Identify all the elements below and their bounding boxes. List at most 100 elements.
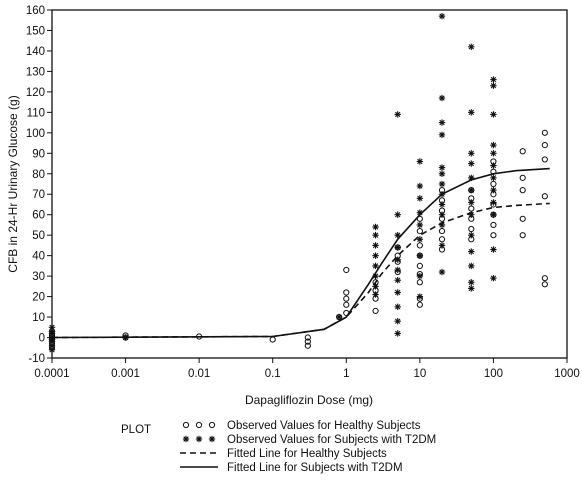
asterisk-stroke — [468, 212, 474, 218]
y-tick-label: 140 — [26, 46, 45, 58]
data-point-t2dm — [468, 150, 475, 157]
asterisk-stroke — [468, 199, 474, 206]
asterisk-stroke — [490, 150, 497, 156]
data-point-healthy — [490, 221, 497, 229]
asterisk-stroke — [395, 304, 401, 310]
y-tick-label: 60 — [32, 210, 45, 222]
data-point-healthy — [519, 148, 526, 155]
legend-entry-1: Observed Values for Subjects with T2DM — [182, 434, 436, 446]
asterisk-stroke — [439, 201, 445, 208]
asterisk-stroke — [490, 162, 497, 169]
data-point-healthy — [519, 174, 526, 181]
data-point-healthy — [304, 338, 311, 345]
asterisk-stroke — [417, 273, 423, 279]
data-point-healthy — [416, 262, 423, 269]
data-point-t2dm — [438, 201, 446, 208]
y-tick-label: 80 — [32, 169, 45, 181]
y-tick-label: 30 — [32, 271, 45, 283]
legend: PLOT Observed Values for Healthy Subject… — [121, 420, 436, 474]
y-tick-label: 10 — [32, 312, 45, 324]
y-tick-label: 50 — [32, 230, 45, 242]
asterisk-stroke — [468, 150, 474, 156]
data-point-t2dm — [372, 262, 379, 270]
data-point-healthy — [490, 180, 497, 188]
data-point-t2dm — [394, 244, 401, 251]
data-point-t2dm — [372, 242, 379, 249]
asterisk-stroke — [439, 269, 445, 275]
asterisk-stroke — [439, 212, 445, 218]
asterisk-stroke — [490, 111, 497, 118]
data-point-t2dm — [490, 211, 497, 218]
asterisk-stroke — [372, 273, 379, 279]
data-point-healthy — [490, 232, 497, 239]
asterisk-stroke — [372, 263, 379, 269]
asterisk-stroke — [468, 109, 474, 116]
asterisk-stroke — [196, 436, 202, 442]
data-point-t2dm — [394, 303, 401, 311]
asterisk-stroke — [468, 232, 474, 238]
data-point-healthy — [304, 334, 311, 341]
asterisk-stroke — [468, 263, 474, 269]
asterisk-stroke — [439, 222, 445, 228]
y-tick-label: 0 — [39, 333, 45, 345]
asterisk-stroke — [490, 212, 497, 218]
data-point-t2dm — [394, 317, 401, 325]
asterisk-stroke — [417, 222, 423, 228]
asterisk-stroke — [49, 324, 55, 330]
legend-label: Fitted Line for Subjects with T2DM — [227, 462, 403, 474]
data-point-t2dm — [416, 221, 424, 229]
y-tick-label: 150 — [26, 25, 45, 37]
data-point-t2dm — [416, 158, 424, 165]
asterisk-stroke — [468, 187, 474, 193]
data-point-t2dm — [438, 94, 446, 102]
asterisk-stroke — [49, 330, 55, 337]
plot-frame — [51, 9, 568, 359]
asterisk-stroke — [395, 212, 401, 218]
legend-asterisk-marker — [195, 435, 203, 443]
fitted-line-t2dm — [51, 167, 550, 339]
data-point-t2dm — [490, 274, 497, 282]
data-point-healthy — [519, 187, 526, 194]
asterisk-stroke — [490, 83, 497, 89]
asterisk-stroke — [490, 246, 497, 253]
asterisk-stroke — [183, 436, 189, 442]
data-point-t2dm — [468, 109, 475, 116]
data-point-t2dm — [490, 246, 497, 253]
asterisk-stroke — [209, 436, 215, 442]
data-point-t2dm — [438, 170, 446, 177]
asterisk-stroke — [468, 175, 474, 181]
data-point-t2dm — [468, 285, 475, 292]
asterisk-stroke — [417, 158, 423, 165]
data-point-t2dm — [372, 223, 379, 231]
asterisk-stroke — [417, 209, 423, 216]
asterisk-stroke — [439, 13, 445, 19]
asterisk-stroke — [439, 132, 445, 138]
data-point-t2dm — [490, 186, 497, 194]
data-point-t2dm — [490, 141, 497, 149]
asterisk-stroke — [439, 171, 445, 177]
data-point-healthy — [343, 295, 350, 302]
data-point-healthy — [541, 129, 548, 136]
x-axis: 0.0001 0.001 0.01 0.1 1 10 100 1000 — [34, 358, 580, 380]
y-tick-label: 40 — [32, 251, 45, 263]
y-tick-label: 70 — [32, 189, 45, 201]
asterisk-stroke — [49, 347, 55, 353]
x-tick-label: 1 — [343, 368, 349, 380]
data-point-t2dm — [416, 272, 424, 280]
data-point-healthy — [372, 307, 379, 315]
data-point-healthy — [269, 336, 276, 343]
asterisk-stroke — [439, 181, 445, 187]
data-point-t2dm — [438, 268, 446, 276]
data-point-t2dm — [394, 211, 401, 218]
data-point-t2dm — [490, 162, 497, 169]
asterisk-stroke — [417, 252, 423, 259]
data-point-healthy — [468, 225, 475, 233]
data-point-t2dm — [490, 111, 497, 118]
asterisk-stroke — [372, 291, 379, 298]
data-point-t2dm — [416, 182, 424, 190]
data-point-t2dm — [468, 186, 475, 194]
data-point-healthy — [438, 227, 446, 235]
series-3 — [51, 167, 550, 339]
